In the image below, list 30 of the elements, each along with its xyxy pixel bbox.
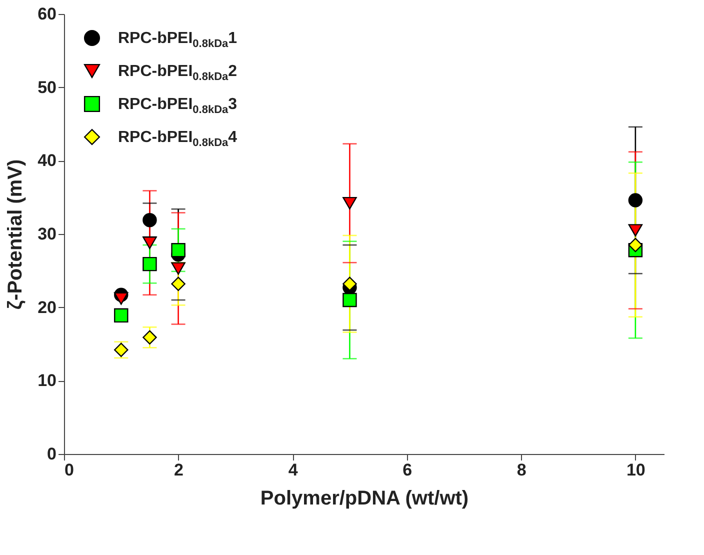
y-tick-label: 10 (38, 371, 56, 390)
x-axis-title: Polymer/pDNA (wt/wt) (260, 488, 469, 510)
point (628, 238, 643, 252)
y-axis-title: ζ-Potential (mV) (4, 159, 27, 310)
point (142, 256, 157, 272)
y-tick-label: 40 (38, 151, 56, 170)
point (628, 193, 643, 208)
x-tick-label: 8 (516, 460, 526, 480)
point (114, 292, 128, 305)
point (171, 262, 186, 275)
x-tick-label: 4 (288, 460, 298, 480)
point (171, 276, 186, 291)
point (628, 224, 643, 237)
x-tick-label: 6 (402, 460, 412, 480)
point (342, 196, 357, 210)
point (342, 276, 357, 291)
y-tick-label: 20 (38, 298, 56, 317)
point (142, 212, 157, 228)
y-tick-label: 30 (38, 224, 56, 244)
x-tick-label: 2 (174, 460, 184, 480)
point (171, 243, 186, 258)
x-tick-label: 0 (64, 460, 74, 480)
y-tick-label: 0 (47, 444, 56, 464)
point (142, 236, 157, 250)
point (114, 308, 128, 323)
y-tick-label: 50 (38, 78, 56, 97)
point (142, 330, 157, 345)
point (342, 292, 357, 308)
x-tick-label: 10 (626, 460, 646, 480)
y-tick-label: 60 (38, 4, 56, 24)
